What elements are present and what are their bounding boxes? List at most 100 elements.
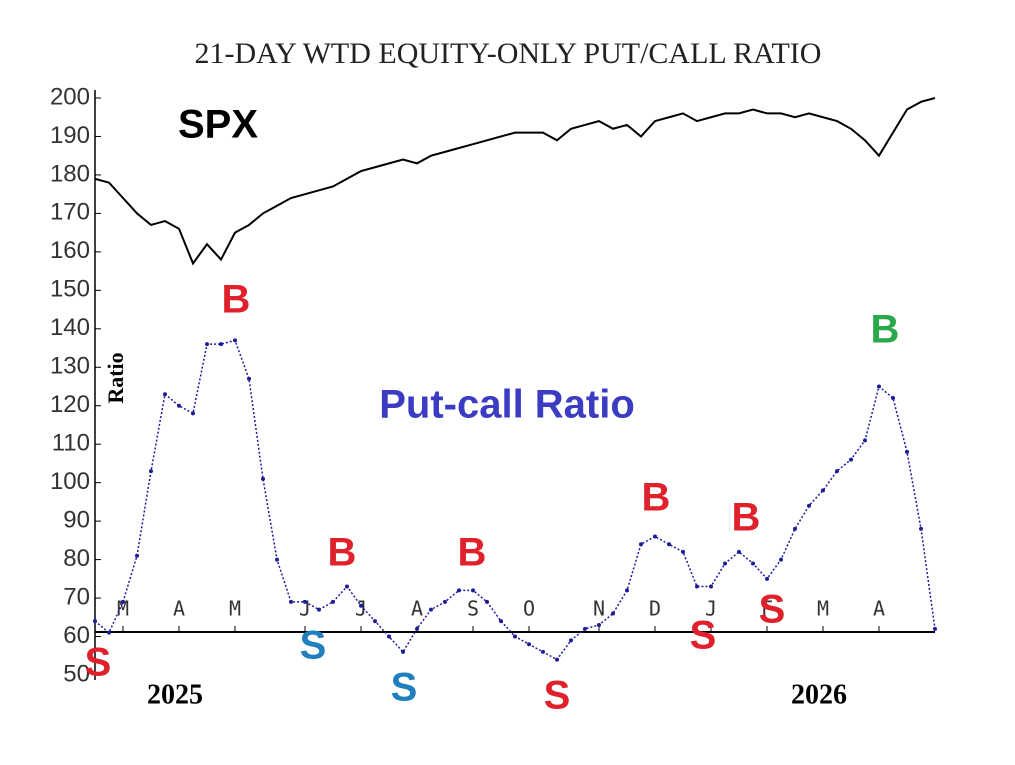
data-point [191,411,195,416]
y-tick-label: 130 [50,353,90,380]
y-tick-label: 60 [63,622,90,649]
data-point [737,549,741,554]
signal-label: S [544,674,571,718]
data-point [611,611,615,616]
data-point [849,457,853,462]
data-point [821,488,825,493]
x-tick-label: M [229,597,241,621]
x-tick-label: M [817,597,829,621]
y-tick-label: 190 [50,122,90,149]
data-point [569,638,573,643]
x-tick-label: F [761,597,773,621]
data-point [387,634,391,639]
data-point [639,542,643,547]
data-point [597,622,601,627]
data-point [541,649,545,654]
y-tick-label: 140 [50,314,90,341]
data-point [205,342,209,347]
y-tick-label: 180 [50,160,90,187]
x-tick-label: M [117,597,129,621]
data-point [107,630,111,635]
x-tick-label: J [705,597,717,621]
data-point [905,449,909,454]
y-tick-label: 160 [50,237,90,264]
y-tick-label: 50 [63,660,90,687]
data-point [863,438,867,443]
x-tick-label: O [523,597,535,621]
data-point [933,626,937,631]
data-point [807,503,811,508]
data-point [457,588,461,593]
data-point [709,584,713,589]
signal-label: S [85,641,112,685]
data-point [625,588,629,593]
signal-label: B [642,476,671,520]
data-point [135,553,139,558]
data-point [289,599,293,604]
y-tick-label: 170 [50,199,90,226]
signal-label: B [328,531,357,575]
data-point [919,526,923,531]
data-point [163,392,167,397]
data-point [723,561,727,566]
signal-label: B [458,531,487,575]
y-tick-label: 150 [50,276,90,303]
data-point [779,557,783,562]
data-point [177,403,181,408]
data-point [653,534,657,539]
data-point [443,599,447,604]
data-point [471,588,475,593]
series-label: SPX [178,103,258,147]
data-point [765,576,769,581]
chart-title: 21-DAY WTD EQUITY-ONLY PUT/CALL RATIO [195,37,822,70]
data-point [261,476,265,481]
data-point [415,626,419,631]
data-point [275,557,279,562]
signal-label: S [759,588,786,632]
y-tick-label: 200 [50,83,90,110]
signal-label: S [300,624,327,668]
series-line [94,97,936,266]
data-point [583,626,587,631]
data-point [317,607,321,612]
data-point [527,642,531,647]
year-label: 2025 [147,679,203,710]
data-point [681,549,685,554]
data-point [303,599,307,604]
y-axis-label: Ratio [103,352,128,403]
data-point [429,607,433,612]
data-point [359,603,363,608]
data-point [695,584,699,589]
x-tick-label: A [173,597,185,621]
y-tick-label: 120 [50,391,90,418]
data-point [93,619,97,624]
data-point [149,469,153,474]
x-tick-label: A [873,597,885,621]
data-point [331,599,335,604]
data-point [485,599,489,604]
data-point [793,526,797,531]
data-point [121,599,125,604]
data-point [835,469,839,474]
x-tick-label: A [411,597,423,621]
signal-label: S [690,614,717,658]
data-point [877,384,881,389]
data-point [555,657,559,662]
x-tick-label: D [649,597,661,621]
data-point [247,376,251,381]
y-tick-label: 100 [50,468,90,495]
data-point [513,634,517,639]
series-label: Put-call Ratio [379,383,635,427]
y-tick-label: 70 [63,583,90,610]
data-point [667,542,671,547]
y-tick-label: 80 [63,545,90,572]
signal-label: B [732,496,761,540]
signal-label: S [391,666,418,710]
signal-label: B [871,308,900,352]
data-point [401,649,405,654]
signal-label: B [222,278,251,322]
year-label: 2026 [791,679,847,710]
data-point [373,619,377,624]
data-point [233,338,237,343]
